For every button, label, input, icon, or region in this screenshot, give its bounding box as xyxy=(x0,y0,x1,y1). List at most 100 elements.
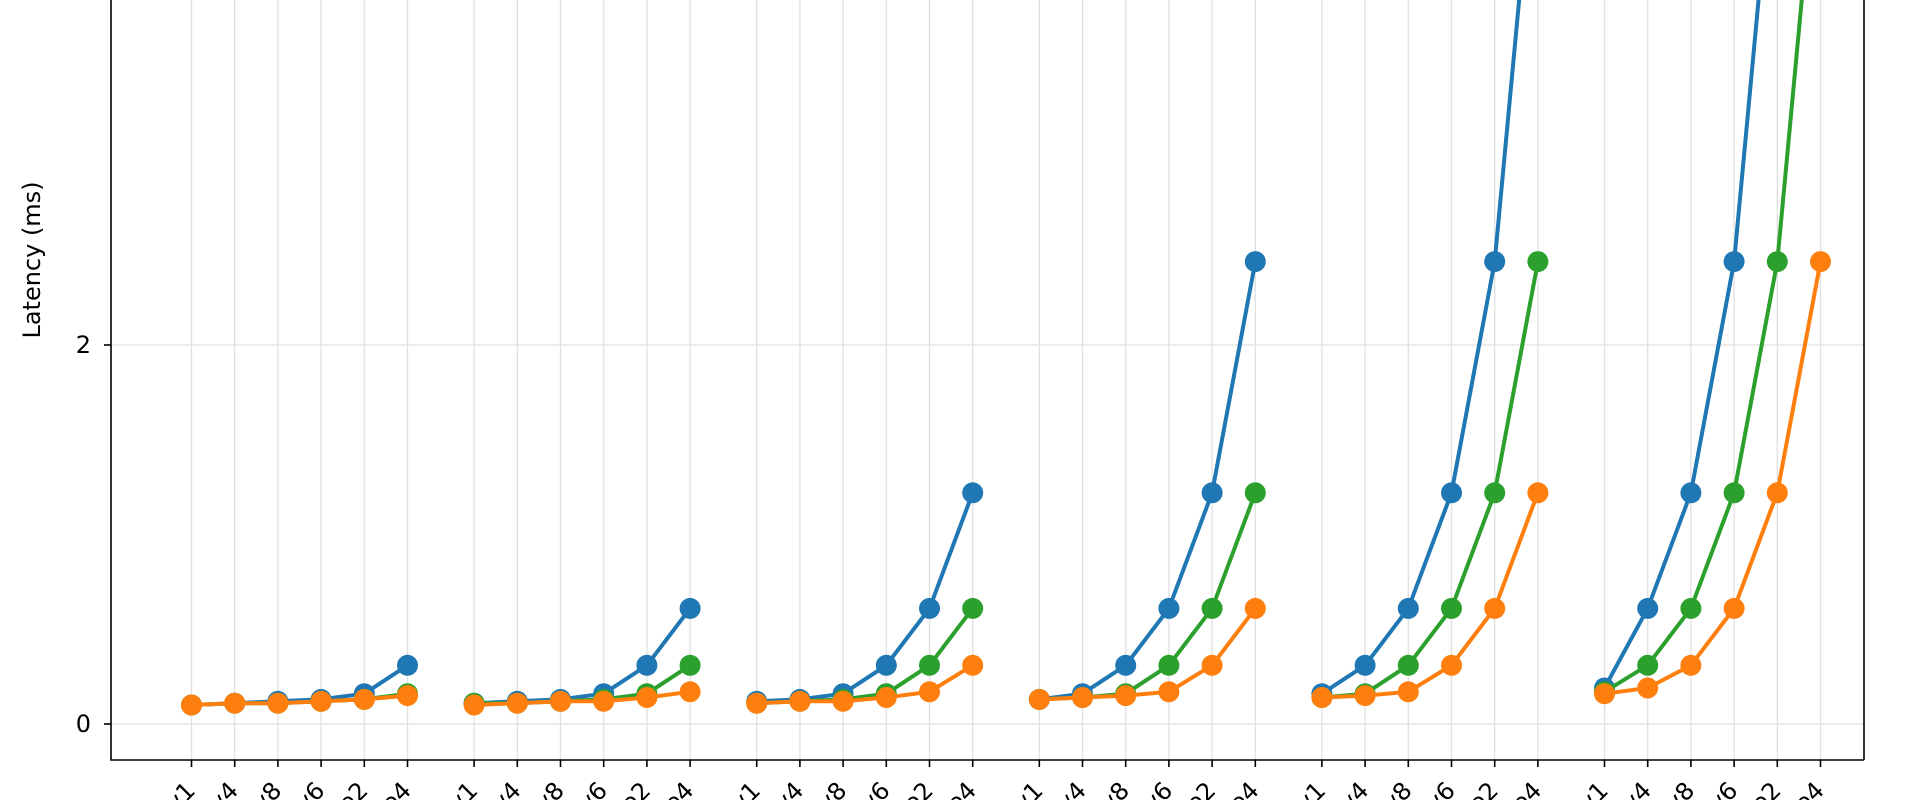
group-5 xyxy=(1311,0,1549,708)
data-point xyxy=(1158,654,1180,676)
data-point xyxy=(1527,251,1549,273)
data-point xyxy=(1484,251,1506,273)
data-point xyxy=(875,654,897,676)
data-point xyxy=(1637,654,1659,676)
series-line xyxy=(754,490,975,704)
data-point xyxy=(1354,685,1376,707)
data-point xyxy=(1810,251,1831,273)
data-point xyxy=(679,681,701,703)
x-tick-label: e4 xyxy=(1506,776,1547,800)
group-1 xyxy=(181,654,418,716)
data-point xyxy=(1441,597,1462,619)
axis-spines xyxy=(110,0,1864,761)
data-point xyxy=(1028,688,1050,710)
data-point xyxy=(1201,482,1223,504)
data-point xyxy=(1723,251,1745,273)
data-point xyxy=(962,654,984,676)
data-point xyxy=(746,692,768,714)
y-tick-label: 2 xyxy=(76,331,91,359)
x-tick-label: v8 xyxy=(1659,776,1700,800)
data-point xyxy=(1158,681,1180,703)
series-line xyxy=(1319,490,1540,700)
data-point xyxy=(962,597,984,619)
data-point xyxy=(1680,654,1702,676)
data-point xyxy=(1594,683,1615,705)
data-point xyxy=(1680,482,1702,504)
data-point xyxy=(1637,677,1659,699)
x-tick-label: e4 xyxy=(1789,776,1830,800)
data-point xyxy=(1484,482,1506,504)
data-point xyxy=(1397,597,1419,619)
x-tick-label: v4 xyxy=(1616,776,1657,800)
x-tick-label: v6 xyxy=(290,776,331,800)
data-point xyxy=(1201,597,1223,619)
data-point xyxy=(506,692,528,714)
data-point xyxy=(919,597,940,619)
x-tick-label: e4 xyxy=(1223,776,1264,800)
data-point xyxy=(1723,597,1745,619)
data-point xyxy=(1441,482,1462,504)
data-point xyxy=(962,482,984,504)
x-tick-label: e2 xyxy=(332,776,373,800)
data-point xyxy=(267,692,289,714)
data-point xyxy=(1397,681,1419,703)
x-tick-label: v6 xyxy=(1703,776,1744,800)
series-line xyxy=(189,693,410,707)
data-point xyxy=(1072,687,1093,708)
data-point xyxy=(1527,482,1549,504)
series-line xyxy=(1037,259,1258,702)
x-tick-label: v4 xyxy=(768,776,809,800)
data-point xyxy=(310,690,332,712)
x-tick-label: v8 xyxy=(246,776,287,800)
x-tick-label: v1 xyxy=(1008,776,1049,800)
axes xyxy=(104,0,1865,767)
data-point xyxy=(679,597,701,619)
x-tick-label: e2 xyxy=(1463,776,1504,800)
x-tick-label: e4 xyxy=(376,776,417,800)
data-point xyxy=(1680,597,1702,619)
data-point xyxy=(875,687,897,708)
data-point xyxy=(1766,482,1788,504)
x-tick-label: v8 xyxy=(1094,776,1135,800)
x-tick-label: v4 xyxy=(1051,776,1092,800)
y-tick-label: 0 xyxy=(76,710,91,738)
x-tick-label: v1 xyxy=(443,776,484,800)
data-point xyxy=(832,690,854,712)
data-point xyxy=(1115,654,1137,676)
series-line xyxy=(1319,259,1540,700)
x-tick-label: v1 xyxy=(725,776,766,800)
data-point xyxy=(593,690,615,712)
x-tick-label: v6 xyxy=(1137,776,1178,800)
data-point xyxy=(463,694,485,716)
data-point xyxy=(679,654,701,676)
data-point xyxy=(1244,597,1266,619)
data-point xyxy=(1484,597,1506,619)
x-tick-label: v1 xyxy=(1290,776,1331,800)
x-tick-label: v8 xyxy=(1377,776,1418,800)
x-tick-label: e4 xyxy=(941,776,982,800)
x-tick-label: v6 xyxy=(1420,776,1461,800)
x-tick-label: v8 xyxy=(812,776,853,800)
x-tick-label: e4 xyxy=(658,776,699,800)
data-point xyxy=(919,654,940,676)
data-point xyxy=(919,681,940,703)
series-line xyxy=(1037,606,1258,702)
data-point xyxy=(636,654,658,676)
data-point xyxy=(789,690,811,712)
data-point xyxy=(1441,654,1462,676)
x-tick-label: e2 xyxy=(898,776,939,800)
x-tick-label: v8 xyxy=(529,776,570,800)
series-layer xyxy=(181,0,1831,716)
data-point xyxy=(1723,482,1745,504)
series-line xyxy=(754,663,975,706)
series-line xyxy=(1602,0,1804,694)
data-point xyxy=(181,694,202,716)
series-line xyxy=(754,606,975,706)
group-2 xyxy=(463,597,701,716)
data-point xyxy=(636,687,658,708)
series-line xyxy=(1602,0,1761,690)
data-point xyxy=(1311,687,1333,708)
data-point xyxy=(397,654,418,676)
data-point xyxy=(1158,597,1180,619)
x-tick-label: v1 xyxy=(1573,776,1614,800)
